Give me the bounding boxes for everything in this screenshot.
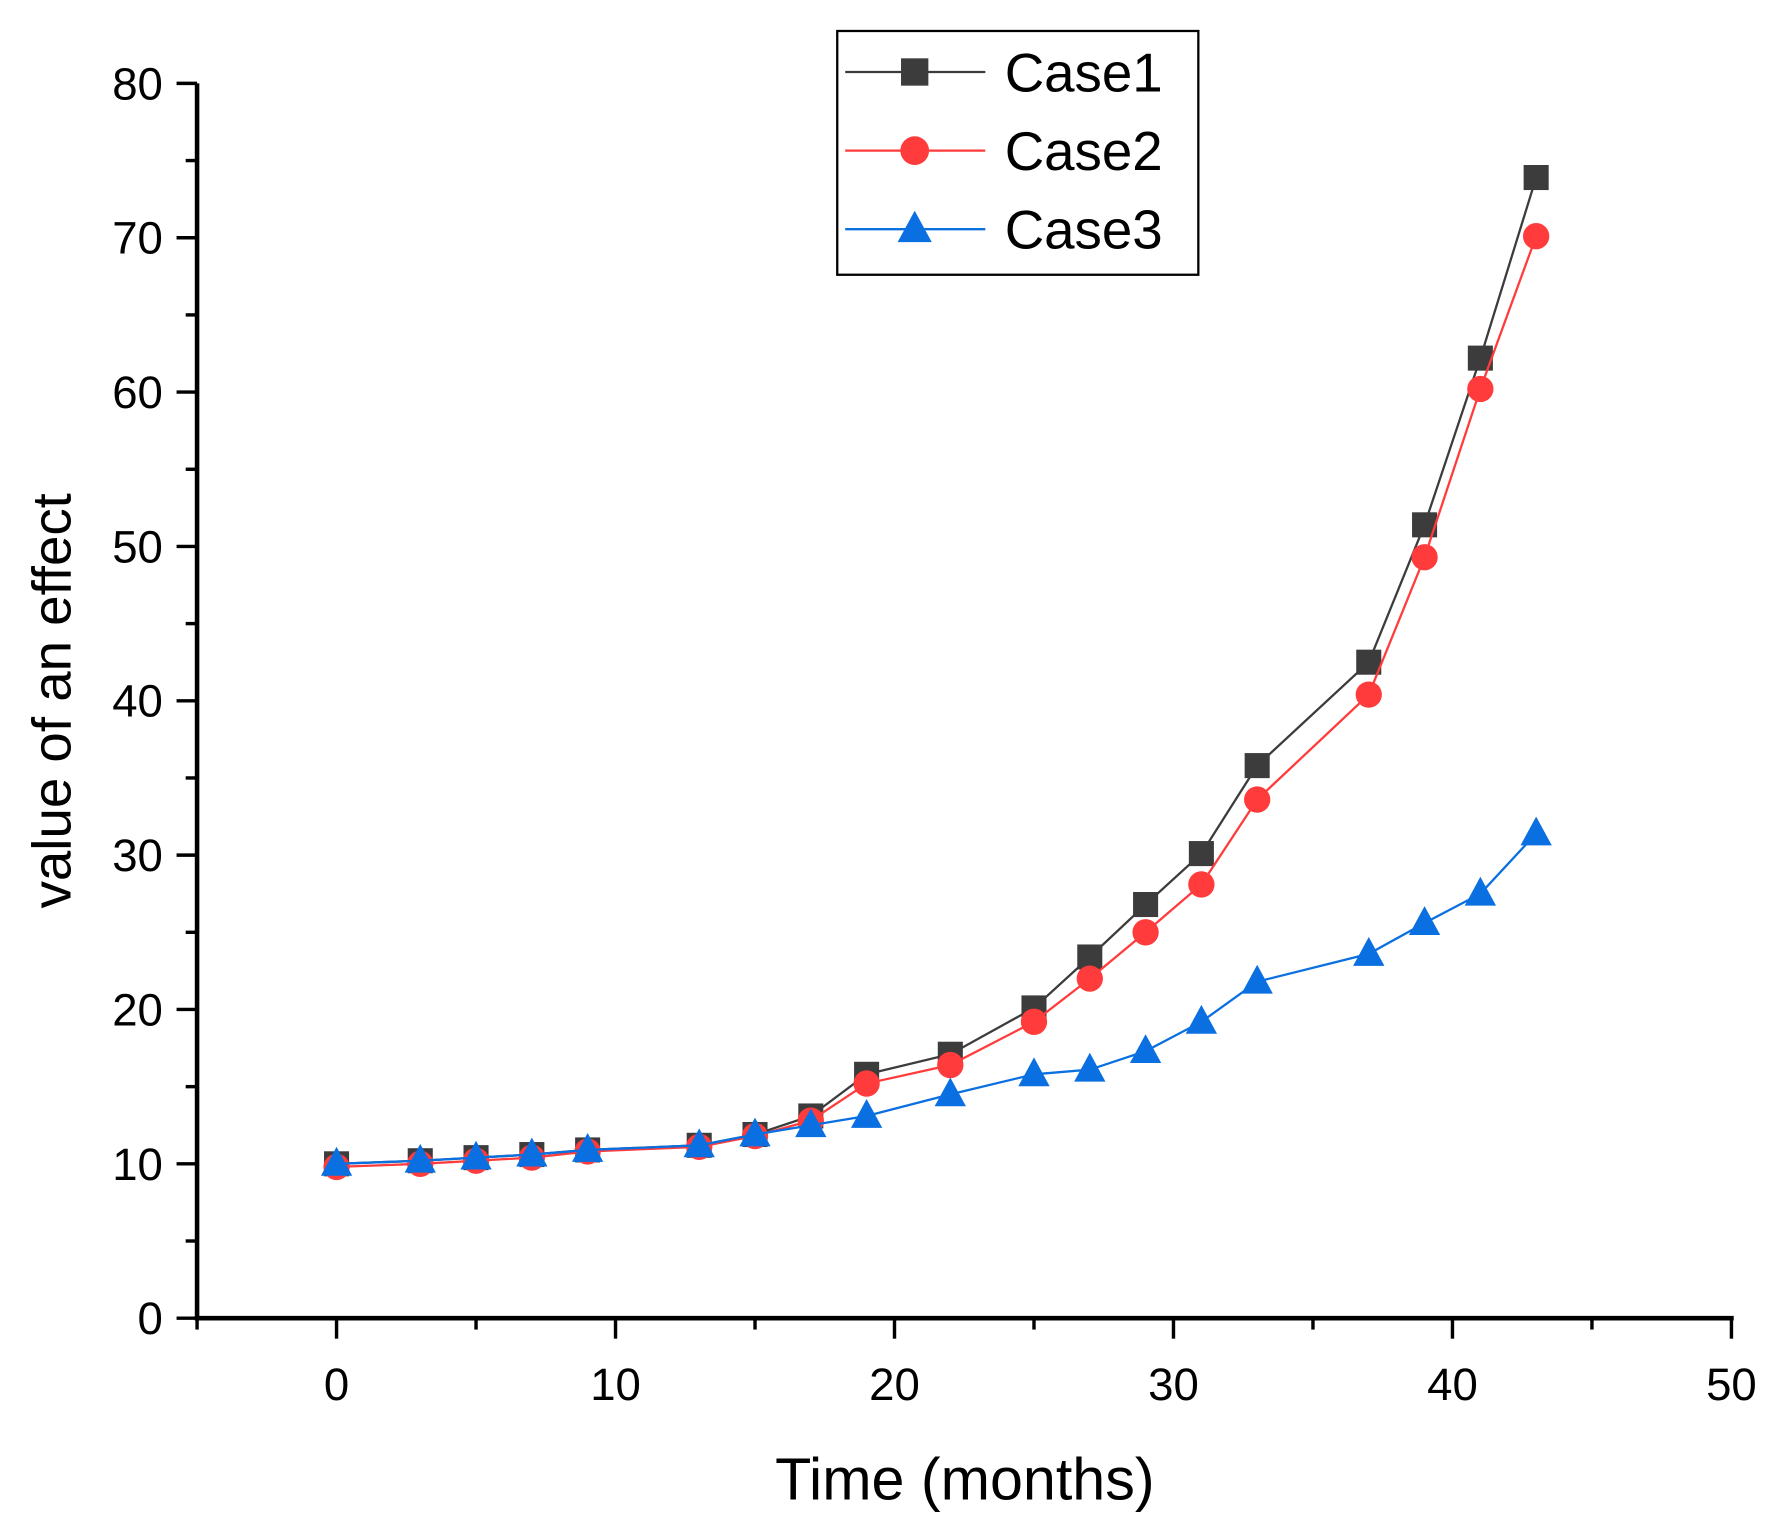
- square-marker: [901, 58, 929, 86]
- circle-marker: Case2: (37, 40.4): [1355, 681, 1382, 708]
- circle-marker: Case2: (22, 16.4): [937, 1051, 964, 1079]
- series-case3: Case3: (0, 10) Case3: (3, 10.2) Case3: (5,…: [320, 816, 1552, 1176]
- square-marker: Case1: (31, 30.1): [1188, 841, 1214, 867]
- triangle-marker: Case3: (13, 11.2): [683, 1128, 715, 1158]
- legend-entry: Case1: [845, 42, 1163, 103]
- triangle-marker: Case3: (27, 16.1): [1074, 1052, 1106, 1082]
- triangle-marker: Case3: (22, 14.5): [934, 1077, 966, 1107]
- legend-entry: Case2: [845, 121, 1163, 182]
- series-line: [336, 177, 1538, 1165]
- circle-marker: Case2: (39, 49.3): [1411, 544, 1438, 571]
- triangle-marker: Case3: (37, 23.6): [1353, 936, 1385, 966]
- x-tick-label: 50: [1706, 1359, 1757, 1410]
- circle-marker: Case2: (41, 60.2): [1467, 375, 1494, 403]
- triangle-marker: Case3: (19, 13.1): [850, 1099, 883, 1128]
- square-marker: Case1: (43, 73.9): [1523, 165, 1549, 191]
- series-group: Case1: (0, 10)Case1: (3, 10.2)Case1: (5,…: [320, 165, 1552, 1181]
- y-tick-label: 40: [112, 676, 163, 727]
- triangle-marker: Case3: (5, 10.4): [460, 1140, 492, 1170]
- square-marker: Case1: (37, 42.5): [1356, 649, 1382, 675]
- triangle-marker: Case3: (43, 31.4): [1520, 816, 1552, 846]
- x-tick-label: 10: [590, 1359, 641, 1410]
- series-line: [336, 832, 1537, 1165]
- y-tick-label: 80: [112, 58, 163, 109]
- circle-marker: [900, 136, 930, 165]
- y-tick-label: 20: [112, 984, 163, 1035]
- triangle-marker: Case3: (15, 11.9): [739, 1117, 771, 1147]
- y-tick-label: 70: [112, 213, 163, 264]
- circle-marker: Case2: (29, 25): [1132, 919, 1159, 946]
- x-tick-label: 0: [324, 1359, 349, 1410]
- triangle-marker: [897, 210, 932, 243]
- x-tick-label: 30: [1148, 1359, 1199, 1410]
- y-tick-label: 30: [112, 830, 163, 881]
- circle-marker: Case2: (33, 33.6): [1244, 786, 1271, 813]
- axes: 0 10 20 30 40 50 60 70 80 0 10 20 30 40 50: [112, 58, 1757, 1410]
- triangle-marker: Case3: (17, 12.5): [795, 1108, 827, 1138]
- y-tick-label: 0: [138, 1293, 163, 1344]
- x-axis-label: Time (months): [775, 1445, 1155, 1512]
- legend-label: Case1: [1005, 42, 1163, 103]
- triangle-marker: Case3: (29, 17.3): [1129, 1034, 1162, 1064]
- y-tick-label: 10: [112, 1139, 163, 1190]
- triangle-marker: Case3: (7, 10.6): [516, 1137, 548, 1167]
- triangle-marker: Case3: (9, 10.9): [571, 1133, 604, 1162]
- square-marker: Case1: (33, 35.8): [1244, 753, 1270, 779]
- triangle-marker: Case3: (41, 27.5): [1464, 876, 1497, 906]
- legend-entry: Case3: [845, 200, 1163, 261]
- series-case1: Case1: (0, 10)Case1: (3, 10.2)Case1: (5,…: [324, 165, 1549, 1177]
- series-line: [336, 235, 1538, 1169]
- y-tick-label: 60: [112, 367, 163, 418]
- y-axis-label: value of an effect: [22, 493, 83, 908]
- square-marker: Case1: (27, 23.4): [1077, 944, 1103, 970]
- circle-marker: Case2: (19, 15.2): [853, 1070, 880, 1097]
- triangle-marker: Case3: (33, 21.8): [1241, 964, 1273, 994]
- circle-marker: Case2: (25, 19.2): [1020, 1008, 1048, 1035]
- circle-marker: Case2: (31, 28.1): [1188, 871, 1215, 898]
- series-case2: Case2: (0, 9.8)Case2: (3, 10)Case2: (5, …: [323, 223, 1550, 1181]
- square-marker: Case1: (29, 26.8): [1133, 891, 1159, 918]
- triangle-marker: Case3: (25, 15.8): [1018, 1057, 1050, 1087]
- legend: Case1 Case2 Case3: [836, 29, 1200, 276]
- circle-marker: Case2: (43, 70.1): [1522, 223, 1550, 250]
- triangle-marker: Case3: (3, 10.2): [404, 1143, 436, 1173]
- circle-marker: Case2: (27, 22): [1076, 965, 1103, 992]
- triangle-marker: Case3: (0, 10): [320, 1146, 353, 1176]
- x-tick-label: 20: [869, 1359, 920, 1410]
- triangle-marker: Case3: (39, 25.6): [1408, 906, 1441, 935]
- triangle-marker: Case3: (31, 19.2): [1185, 1004, 1218, 1034]
- legend-label: Case2: [1005, 121, 1163, 182]
- x-tick-label: 40: [1427, 1359, 1478, 1410]
- y-tick-label: 50: [112, 521, 163, 572]
- legend-label: Case3: [1005, 200, 1163, 261]
